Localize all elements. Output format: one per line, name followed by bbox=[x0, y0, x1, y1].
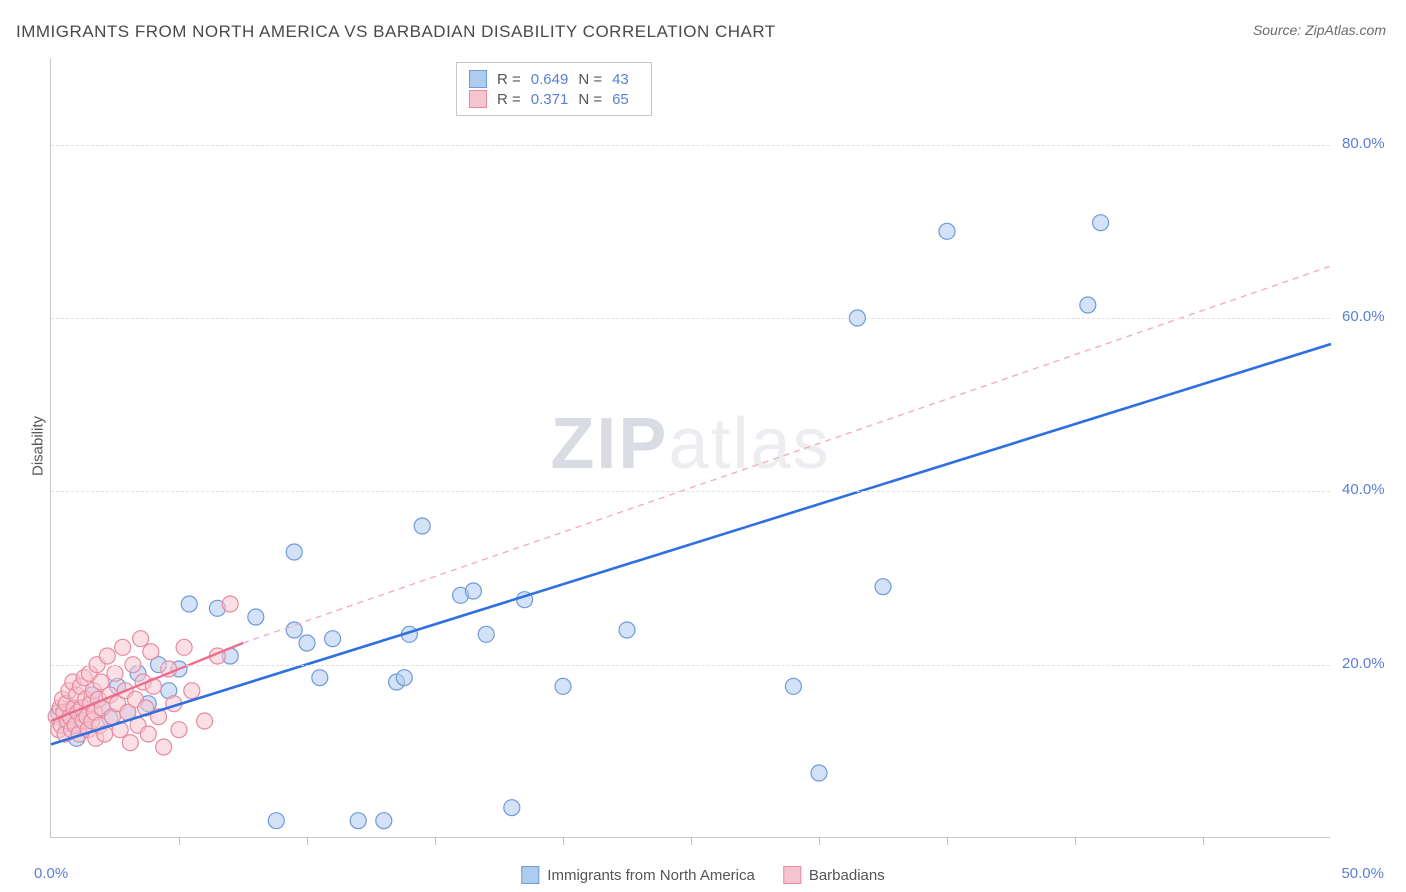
data-point bbox=[376, 813, 392, 829]
legend-swatch bbox=[469, 70, 487, 88]
data-point bbox=[875, 579, 891, 595]
data-point bbox=[99, 648, 115, 664]
data-point bbox=[184, 683, 200, 699]
legend-row: R =0.649N =43 bbox=[469, 69, 639, 89]
chart-svg bbox=[51, 58, 1330, 837]
legend-label: Barbadians bbox=[809, 867, 885, 884]
legend-item: Immigrants from North America bbox=[521, 866, 755, 884]
x-tick bbox=[307, 837, 308, 845]
data-point bbox=[140, 726, 156, 742]
y-tick-label: 80.0% bbox=[1342, 135, 1385, 152]
legend-r-value: 0.371 bbox=[531, 89, 579, 109]
data-point bbox=[785, 678, 801, 694]
y-axis-label: Disability bbox=[30, 416, 47, 476]
legend-n-value: 43 bbox=[612, 69, 639, 89]
legend-r-label: R = bbox=[497, 69, 531, 89]
data-point bbox=[156, 739, 172, 755]
x-axis-origin-label: 0.0% bbox=[34, 865, 68, 882]
data-point bbox=[350, 813, 366, 829]
data-point bbox=[939, 223, 955, 239]
data-point bbox=[115, 639, 131, 655]
data-point bbox=[555, 678, 571, 694]
data-point bbox=[312, 670, 328, 686]
data-point bbox=[465, 583, 481, 599]
gridline bbox=[51, 318, 1330, 319]
gridline bbox=[51, 491, 1330, 492]
data-point bbox=[222, 596, 238, 612]
legend-r-value: 0.649 bbox=[531, 69, 579, 89]
gridline bbox=[51, 145, 1330, 146]
y-tick-label: 20.0% bbox=[1342, 655, 1385, 672]
x-tick bbox=[179, 837, 180, 845]
legend-label: Immigrants from North America bbox=[547, 867, 755, 884]
data-point bbox=[619, 622, 635, 638]
plot-area: ZIPatlas R =0.649N =43R =0.371N =65 bbox=[50, 58, 1330, 838]
data-point bbox=[504, 800, 520, 816]
gridline bbox=[51, 665, 1330, 666]
data-point bbox=[396, 670, 412, 686]
legend-n-label: N = bbox=[578, 89, 612, 109]
data-point bbox=[133, 631, 149, 647]
data-point bbox=[122, 735, 138, 751]
data-point bbox=[197, 713, 213, 729]
x-axis-max-label: 50.0% bbox=[1341, 865, 1384, 882]
regression-line bbox=[243, 266, 1331, 643]
data-point bbox=[268, 813, 284, 829]
legend-bottom: Immigrants from North America Barbadians bbox=[513, 864, 892, 886]
x-tick bbox=[435, 837, 436, 845]
y-tick-label: 60.0% bbox=[1342, 308, 1385, 325]
legend-r-label: R = bbox=[497, 89, 531, 109]
x-tick bbox=[819, 837, 820, 845]
data-point bbox=[181, 596, 197, 612]
source-attribution: Source: ZipAtlas.com bbox=[1253, 22, 1386, 38]
data-point bbox=[478, 626, 494, 642]
legend-n-value: 65 bbox=[612, 89, 639, 109]
legend-row: R =0.371N =65 bbox=[469, 89, 639, 109]
legend-swatch bbox=[521, 866, 539, 884]
data-point bbox=[286, 544, 302, 560]
data-point bbox=[143, 644, 159, 660]
x-tick bbox=[691, 837, 692, 845]
chart-title: IMMIGRANTS FROM NORTH AMERICA VS BARBADI… bbox=[16, 22, 776, 42]
legend-item: Barbadians bbox=[783, 866, 885, 884]
legend-swatch bbox=[783, 866, 801, 884]
data-point bbox=[286, 622, 302, 638]
data-point bbox=[107, 665, 123, 681]
data-point bbox=[325, 631, 341, 647]
x-tick bbox=[947, 837, 948, 845]
x-tick bbox=[1203, 837, 1204, 845]
x-tick bbox=[563, 837, 564, 845]
legend-correlation: R =0.649N =43R =0.371N =65 bbox=[456, 62, 652, 116]
data-point bbox=[811, 765, 827, 781]
data-point bbox=[1080, 297, 1096, 313]
regression-line bbox=[51, 344, 1331, 744]
data-point bbox=[299, 635, 315, 651]
legend-n-label: N = bbox=[578, 69, 612, 89]
data-point bbox=[414, 518, 430, 534]
data-point bbox=[176, 639, 192, 655]
data-point bbox=[1093, 215, 1109, 231]
data-point bbox=[248, 609, 264, 625]
legend-swatch bbox=[469, 90, 487, 108]
x-tick bbox=[1075, 837, 1076, 845]
data-point bbox=[171, 722, 187, 738]
y-tick-label: 40.0% bbox=[1342, 481, 1385, 498]
